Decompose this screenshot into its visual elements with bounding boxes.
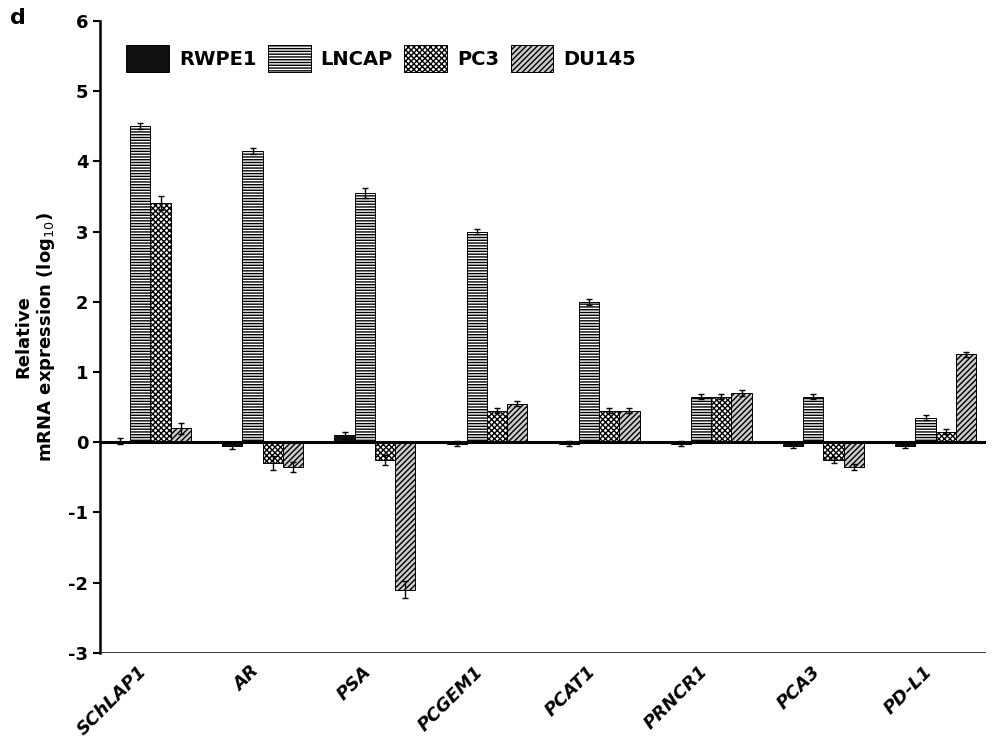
Bar bbox=[895, 442, 915, 446]
Bar bbox=[467, 231, 487, 442]
Bar bbox=[915, 418, 936, 442]
Bar bbox=[355, 193, 375, 442]
Bar bbox=[375, 442, 395, 460]
Bar bbox=[487, 410, 507, 442]
Bar bbox=[110, 441, 130, 442]
Bar bbox=[599, 410, 619, 442]
Bar bbox=[823, 442, 844, 460]
Bar bbox=[711, 397, 731, 442]
Legend: RWPE1, LNCAP, PC3, DU145: RWPE1, LNCAP, PC3, DU145 bbox=[119, 37, 644, 80]
Bar bbox=[150, 203, 171, 442]
Bar bbox=[395, 442, 415, 590]
Bar bbox=[334, 435, 355, 442]
Y-axis label: Relative
mRNA expression (log$_{10}$): Relative mRNA expression (log$_{10}$) bbox=[14, 212, 57, 462]
Bar bbox=[844, 442, 864, 467]
Bar bbox=[242, 151, 263, 442]
Bar bbox=[579, 302, 599, 442]
Bar bbox=[936, 431, 956, 442]
Bar bbox=[803, 397, 823, 442]
Bar bbox=[559, 442, 579, 444]
Bar bbox=[731, 393, 752, 442]
Bar bbox=[222, 442, 242, 446]
Bar bbox=[447, 442, 467, 444]
Text: d: d bbox=[10, 8, 26, 28]
Bar bbox=[171, 428, 191, 442]
Bar bbox=[263, 442, 283, 463]
Bar bbox=[691, 397, 711, 442]
Bar bbox=[619, 410, 640, 442]
Bar bbox=[783, 442, 803, 446]
Bar bbox=[283, 442, 303, 467]
Bar bbox=[956, 355, 976, 442]
Bar bbox=[671, 442, 691, 444]
Bar bbox=[130, 127, 150, 442]
Bar bbox=[507, 404, 527, 442]
